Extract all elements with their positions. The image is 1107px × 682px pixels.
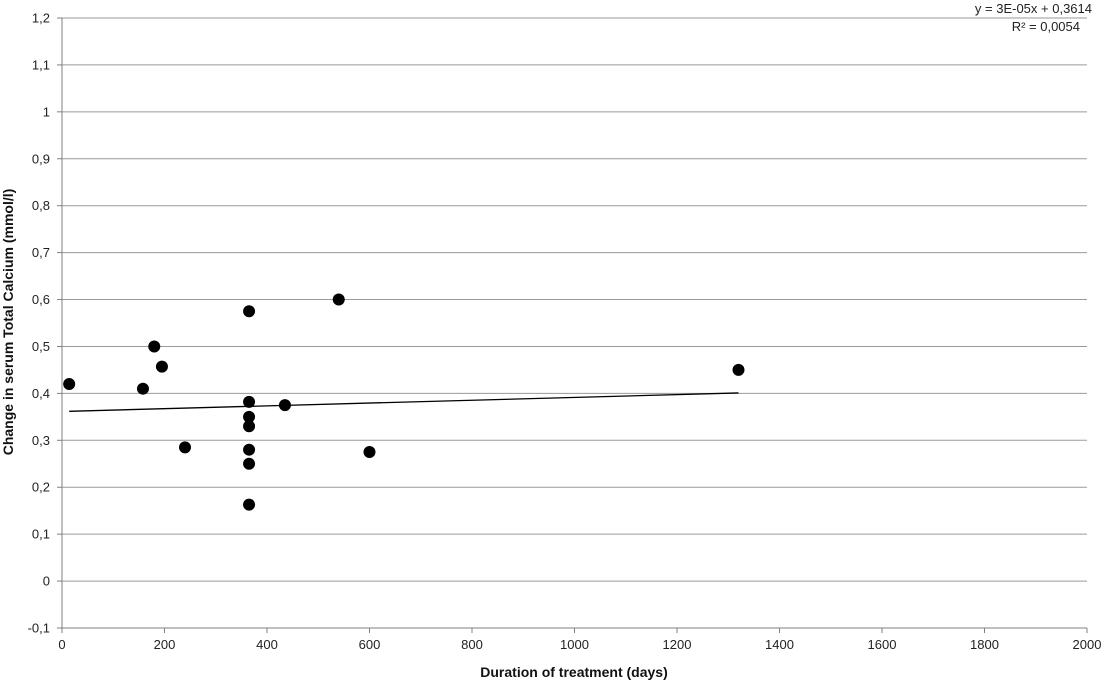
- x-tick-label-6: 1200: [663, 637, 692, 652]
- data-point-1: [136, 382, 149, 395]
- data-point-7: [243, 410, 256, 423]
- trendline-group: [69, 392, 739, 412]
- x-axis-title: Duration of treatment (days): [480, 664, 667, 680]
- y-tick-label-9: 0,8: [32, 198, 50, 213]
- y-tick-label-6: 0,5: [32, 339, 50, 354]
- data-point-6: [243, 395, 256, 408]
- trendline-r-squared: R² = 0,0054: [1012, 19, 1080, 34]
- x-tick-label-8: 1600: [868, 637, 897, 652]
- y-tick-label-8: 0,7: [32, 245, 50, 260]
- y-tick-label-5: 0,4: [32, 386, 50, 401]
- y-tick-label-10: 0,9: [32, 151, 50, 166]
- data-point-9: [243, 443, 256, 456]
- x-tick-label-0: 0: [58, 637, 65, 652]
- x-tick-label-9: 1800: [970, 637, 999, 652]
- data-point-14: [363, 446, 376, 459]
- y-tick-label-1: 0: [43, 574, 50, 589]
- x-tick-label-3: 600: [359, 637, 381, 652]
- y-tick-label-3: 0,2: [32, 480, 50, 495]
- x-tick-labels: 0 200 400 600 800 1000 1200 1400 1600 1800 2000: [58, 628, 1101, 652]
- x-tick-label-2: 400: [256, 637, 278, 652]
- y-tick-label-11: 1: [43, 104, 50, 119]
- data-point-10: [243, 457, 256, 470]
- data-point-15: [732, 363, 745, 376]
- x-tick-label-4: 800: [461, 637, 483, 652]
- x-tick-label-7: 1400: [765, 637, 794, 652]
- x-tick-label-1: 200: [154, 637, 176, 652]
- trendline: [69, 392, 739, 412]
- data-point-2: [148, 340, 161, 353]
- x-tick-label-10: 2000: [1073, 637, 1102, 652]
- data-point-3: [155, 360, 168, 373]
- gridlines: [62, 17, 1087, 629]
- data-point-5: [243, 305, 256, 318]
- y-tick-label-7: 0,6: [32, 292, 50, 307]
- axes: [61, 18, 1087, 629]
- data-point-12: [278, 399, 291, 412]
- x-tick-label-5: 1000: [560, 637, 589, 652]
- trendline-equation: y = 3E-05x + 0,3614: [975, 1, 1092, 16]
- data-point-4: [179, 441, 191, 454]
- y-tick-label-13: 1,2: [32, 11, 50, 26]
- y-tick-label-0: -0,1: [28, 621, 50, 636]
- data-point-8: [243, 420, 256, 433]
- data-point-0: [63, 378, 76, 390]
- data-point-11: [243, 498, 256, 511]
- y-axis-title: Change in serum Total Calcium (mmol/l): [0, 189, 16, 456]
- y-tick-label-12: 1,1: [32, 57, 50, 72]
- data-point-13: [332, 293, 345, 306]
- data-points: [63, 293, 745, 511]
- y-tick-labels: -0,1 0 0,1 0,2 0,3 0,4 0,5 0,6 0,7 0,8 0,9 1 1,1 1,2: [28, 11, 62, 636]
- y-tick-label-2: 0,1: [32, 527, 50, 542]
- y-tick-label-4: 0,3: [32, 433, 50, 448]
